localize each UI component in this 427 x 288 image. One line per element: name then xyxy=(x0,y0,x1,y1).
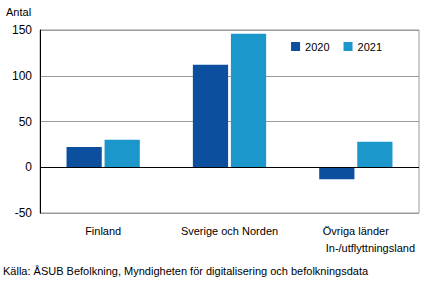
svg-text:-50: -50 xyxy=(15,206,33,220)
svg-text:Källa: ÅSUB Befolkning, Myndig: Källa: ÅSUB Befolkning, Myndigheten för … xyxy=(3,265,369,277)
svg-text:Finland: Finland xyxy=(85,225,121,237)
svg-text:In-/utflyttningsland: In-/utflyttningsland xyxy=(326,242,415,254)
svg-text:Antal: Antal xyxy=(6,6,31,18)
svg-text:Sverige och Norden: Sverige och Norden xyxy=(181,225,278,237)
svg-text:150: 150 xyxy=(12,23,32,37)
svg-text:0: 0 xyxy=(25,160,32,174)
svg-text:100: 100 xyxy=(12,69,32,83)
svg-text:50: 50 xyxy=(19,115,33,129)
svg-text:2020: 2020 xyxy=(305,41,329,53)
svg-text:2021: 2021 xyxy=(358,41,382,53)
svg-text:Övriga länder: Övriga länder xyxy=(323,225,389,237)
